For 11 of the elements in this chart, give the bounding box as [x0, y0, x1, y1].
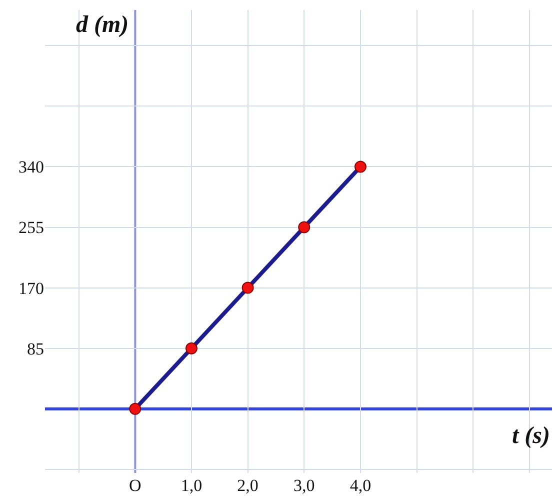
y-axis-title: d (m) — [76, 12, 129, 38]
x-tick-label: 2,0 — [237, 476, 258, 495]
x-axis-title: t (s) — [512, 423, 550, 449]
x-tick-label: 3,0 — [294, 476, 315, 495]
x-tick-label: O — [128, 476, 142, 495]
y-tick-label: 255 — [18, 218, 44, 238]
y-tick-label: 340 — [18, 158, 44, 177]
x-tick-label: 1,0 — [180, 476, 202, 495]
y-tick-label: 170 — [18, 278, 44, 298]
y-tick-label: 85 — [27, 339, 44, 358]
x-tick-label: 4,0 — [350, 476, 372, 495]
